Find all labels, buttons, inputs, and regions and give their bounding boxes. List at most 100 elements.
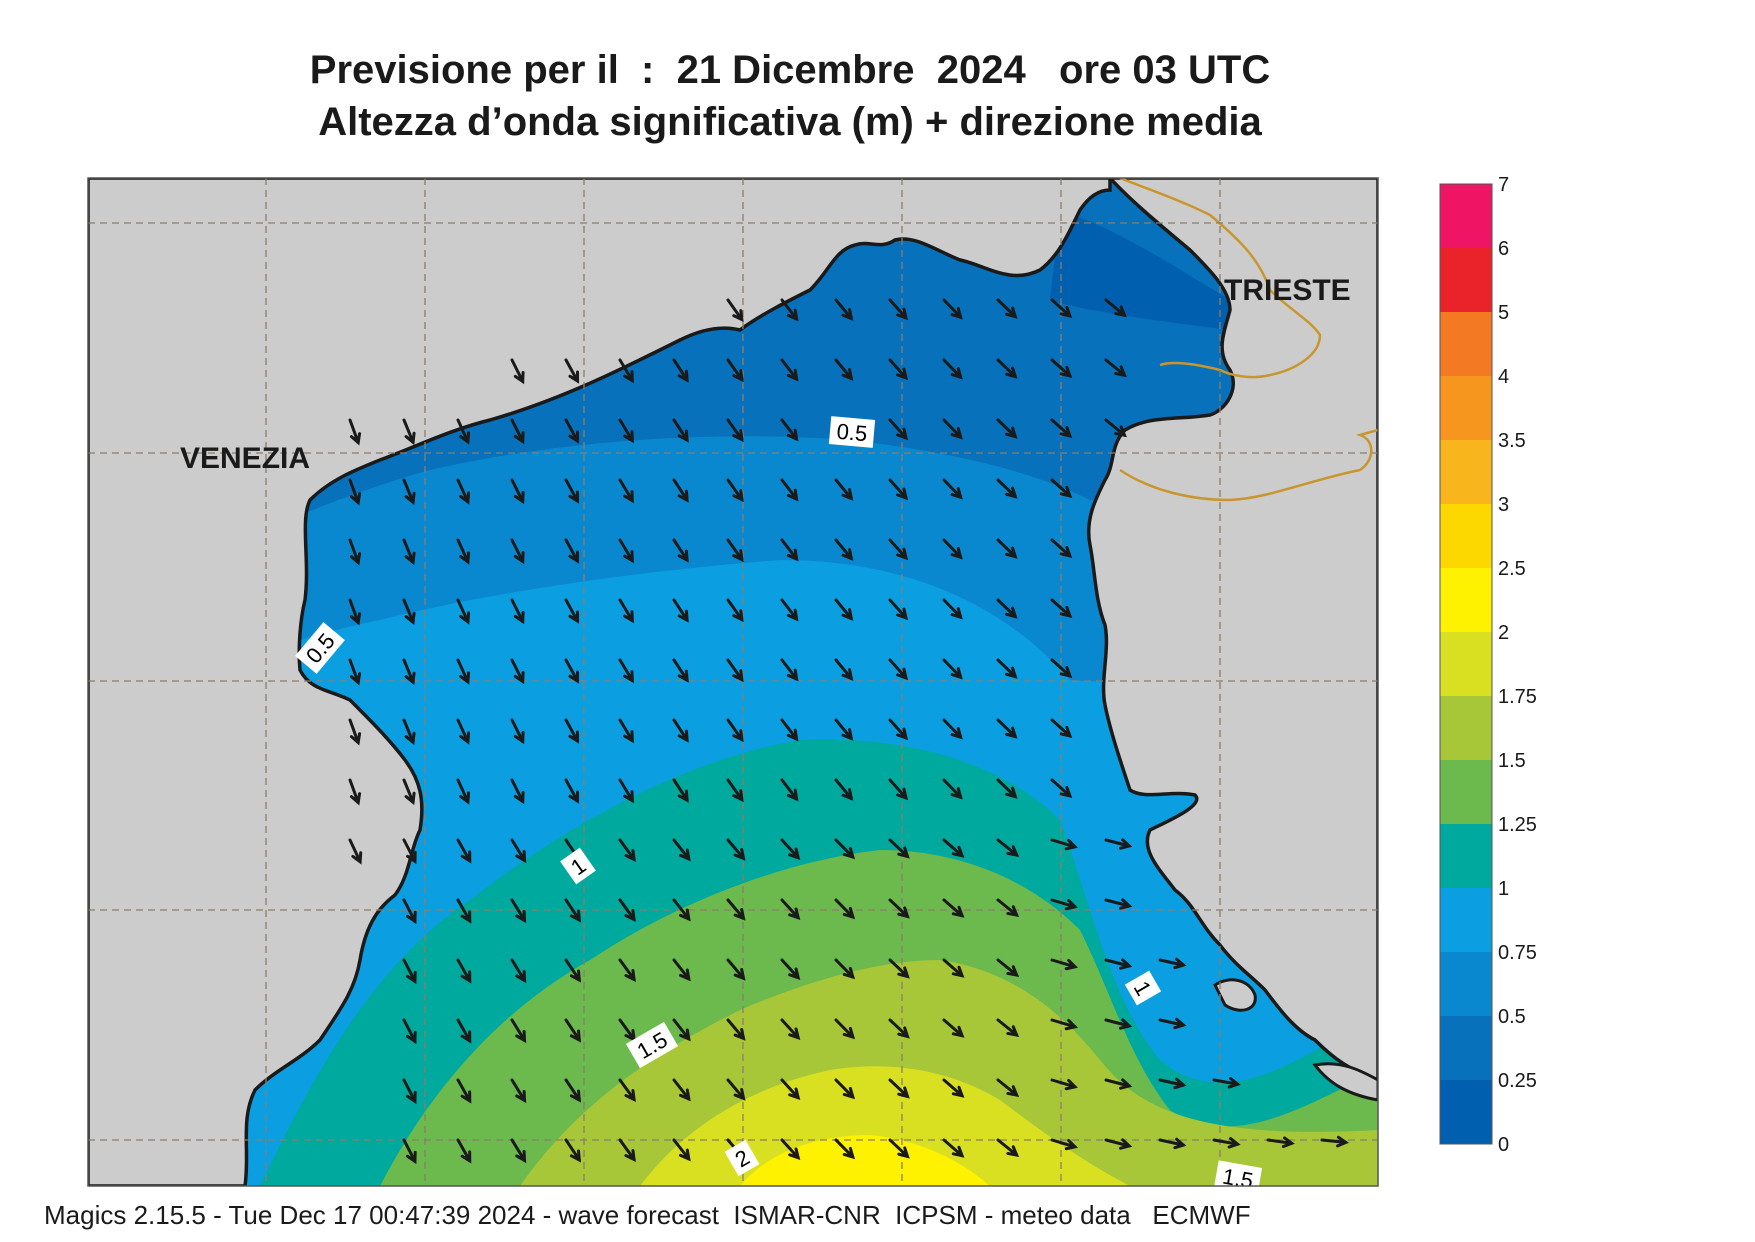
direction-arrow xyxy=(402,958,417,985)
legend-tick-label: 5 xyxy=(1498,302,1509,324)
direction-arrow xyxy=(726,898,746,921)
direction-arrow xyxy=(618,898,636,922)
direction-arrow xyxy=(996,598,1018,619)
direction-arrow xyxy=(942,598,963,620)
direction-arrow xyxy=(510,478,525,505)
legend-swatch xyxy=(1440,248,1492,312)
direction-arrow xyxy=(456,958,472,984)
legend-swatch xyxy=(1440,184,1492,248)
direction-arrow xyxy=(564,358,580,384)
direction-arrow xyxy=(456,778,471,805)
direction-arrow xyxy=(618,838,636,862)
direction-arrow xyxy=(726,538,744,563)
direction-arrow xyxy=(726,778,744,803)
direction-arrow xyxy=(780,1078,801,1101)
direction-arrow xyxy=(780,418,799,442)
direction-arrow xyxy=(510,958,527,984)
direction-arrow xyxy=(780,538,799,562)
direction-arrow xyxy=(618,658,634,684)
direction-arrow xyxy=(1104,1078,1133,1090)
direction-arrow xyxy=(1050,1018,1079,1031)
legend-swatch xyxy=(1440,888,1492,952)
direction-arrow xyxy=(456,1018,472,1044)
direction-arrow xyxy=(888,1138,910,1159)
direction-arrow xyxy=(1212,1137,1241,1149)
direction-arrow xyxy=(942,1018,965,1038)
legend-swatch xyxy=(1440,440,1492,504)
direction-arrow xyxy=(726,718,744,743)
direction-arrow xyxy=(996,298,1018,319)
direction-arrow xyxy=(834,478,854,501)
direction-arrow xyxy=(888,778,909,801)
direction-arrow xyxy=(942,1138,965,1158)
direction-arrow xyxy=(1104,958,1133,970)
direction-arrow xyxy=(834,298,854,321)
land-west xyxy=(88,178,1112,1186)
direction-arrow xyxy=(1050,598,1073,619)
legend-frame xyxy=(1439,183,1493,1145)
direction-arrow xyxy=(672,358,689,383)
city-label-venezia: VENEZIA xyxy=(180,442,310,475)
direction-arrow xyxy=(618,358,634,384)
direction-arrow xyxy=(456,478,471,505)
direction-arrow xyxy=(618,478,634,504)
direction-arrow xyxy=(402,718,416,746)
direction-arrow xyxy=(402,1078,417,1105)
direction-arrow xyxy=(1158,1137,1187,1150)
direction-arrow xyxy=(402,898,417,925)
direction-arrow xyxy=(996,718,1018,739)
legend-swatch xyxy=(1440,376,1492,440)
legend-swatch xyxy=(1440,696,1492,760)
direction-arrow xyxy=(348,838,363,865)
direction-arrow xyxy=(834,538,854,561)
direction-arrow xyxy=(564,1078,582,1103)
direction-arrow xyxy=(456,1138,472,1164)
direction-arrow xyxy=(1050,718,1073,739)
legend-tick-label: 2 xyxy=(1498,622,1509,644)
map-frame xyxy=(87,177,1379,1187)
direction-arrow xyxy=(618,958,636,982)
direction-arrow xyxy=(888,358,909,381)
direction-arrow xyxy=(510,538,525,565)
direction-arrow xyxy=(726,598,744,623)
direction-arrow xyxy=(996,358,1018,379)
direction-arrow xyxy=(348,598,362,626)
direction-arrow xyxy=(1104,298,1127,318)
direction-arrow xyxy=(456,538,471,565)
direction-arrow xyxy=(1104,1018,1133,1030)
direction-arrow xyxy=(564,478,580,504)
direction-arrow xyxy=(564,958,582,983)
direction-arrow xyxy=(888,1018,910,1039)
direction-arrow xyxy=(510,658,525,685)
sea-band-2-25 xyxy=(740,1135,990,1186)
legend-swatch xyxy=(1440,1016,1492,1080)
direction-arrow xyxy=(1050,358,1073,379)
direction-arrow xyxy=(996,478,1018,499)
legend-swatch xyxy=(1440,632,1492,696)
direction-arrow xyxy=(780,958,801,981)
sea-band-175-2 xyxy=(640,1066,1130,1186)
direction-arrow xyxy=(726,838,746,861)
direction-arrow xyxy=(1104,1138,1133,1150)
island-south xyxy=(1312,1062,1378,1102)
direction-arrow xyxy=(510,418,525,445)
direction-arrow xyxy=(780,298,799,322)
direction-arrow xyxy=(510,598,525,625)
direction-arrow xyxy=(564,778,580,804)
direction-arrow xyxy=(726,418,744,443)
svg-text:0.5: 0.5 xyxy=(836,419,869,447)
legend-tick-label: 1.5 xyxy=(1498,750,1526,772)
direction-arrow xyxy=(888,718,909,741)
direction-arrow xyxy=(672,658,689,683)
direction-arrow xyxy=(780,838,801,861)
direction-arrow xyxy=(672,838,691,862)
direction-arrow xyxy=(996,658,1018,679)
direction-arrow xyxy=(780,358,799,382)
direction-arrow xyxy=(942,298,963,320)
legend-tick-label: 4 xyxy=(1498,366,1509,388)
direction-arrow xyxy=(1050,838,1079,851)
direction-arrow xyxy=(618,718,634,744)
direction-arrow xyxy=(780,718,799,742)
direction-arrow xyxy=(1104,418,1127,438)
